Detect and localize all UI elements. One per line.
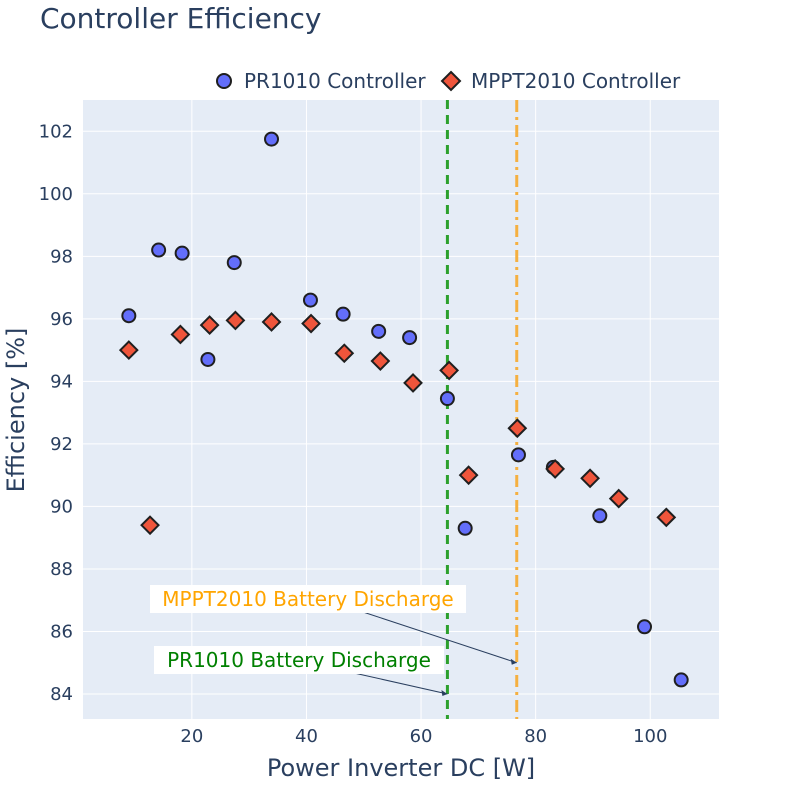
point-pr1010 (302, 292, 318, 308)
point-pr1010 (510, 447, 526, 463)
x-tick-label: 100 (633, 726, 667, 747)
point-pr1010 (200, 351, 216, 367)
point-mppt2010 (170, 324, 191, 345)
point-mppt2010 (580, 468, 600, 489)
arrow-head (441, 689, 448, 696)
point-pr1010 (264, 131, 280, 147)
plot-area (83, 100, 719, 719)
legend-marker-pr1010 (216, 73, 232, 89)
point-mppt2010 (301, 313, 321, 334)
x-axis-ticks: 20 40 60 80 100 (180, 726, 667, 747)
x-tick-label: 20 (180, 726, 203, 747)
point-mppt2010 (199, 315, 220, 336)
arrow-head (510, 658, 517, 665)
point-mppt2010 (439, 360, 460, 381)
x-tick-label: 80 (524, 726, 547, 747)
y-axis-ticks: 84 86 88 90 92 94 96 98 100 102 (39, 121, 73, 705)
point-mppt2010 (225, 310, 246, 331)
point-pr1010 (371, 323, 387, 339)
point-mppt2010 (608, 488, 629, 509)
y-tick-label: 88 (50, 559, 73, 580)
x-tick-label: 60 (410, 726, 433, 747)
annotations: PR1010 Battery Discharge MPPT2010 Battery… (150, 585, 517, 696)
y-tick-label: 94 (50, 371, 73, 392)
point-mppt2010 (458, 465, 479, 486)
point-pr1010 (673, 672, 689, 688)
annotation-label: MPPT2010 Battery Discharge (162, 587, 453, 611)
x-axis-label: Power Inverter DC [W] (267, 754, 535, 782)
y-tick-label: 86 (50, 621, 73, 642)
point-pr1010 (439, 391, 455, 407)
y-tick-label: 96 (50, 309, 73, 330)
grid-lines (83, 100, 719, 719)
point-mppt2010 (656, 507, 677, 528)
y-tick-label: 90 (50, 496, 73, 517)
point-pr1010 (174, 245, 190, 261)
point-mppt2010 (118, 340, 139, 361)
y-tick-label: 98 (50, 246, 73, 267)
point-mppt2010 (507, 418, 528, 439)
y-tick-label: 100 (39, 184, 73, 205)
point-mppt2010 (370, 351, 391, 371)
point-mppt2010 (261, 312, 282, 332)
point-pr1010 (335, 306, 351, 322)
point-pr1010 (402, 330, 418, 346)
y-tick-label: 102 (39, 121, 73, 142)
y-axis-label: Efficiency [%] (2, 328, 30, 493)
point-mppt2010 (545, 458, 566, 479)
point-pr1010 (637, 619, 653, 635)
legend[interactable]: PR1010 Controller MPPT2010 Controller (216, 69, 681, 93)
point-mppt2010 (334, 343, 355, 364)
annotation-label: PR1010 Battery Discharge (167, 648, 431, 672)
x-tick-label: 40 (295, 726, 318, 747)
legend-marker-mppt2010 (440, 70, 462, 92)
data-points (118, 131, 689, 688)
point-mppt2010 (140, 515, 160, 536)
legend-label[interactable]: PR1010 Controller (244, 69, 426, 93)
chart-title: Controller Efficiency (40, 2, 322, 35)
annotation-background (150, 585, 466, 613)
legend-label[interactable]: MPPT2010 Controller (471, 69, 681, 93)
point-pr1010 (457, 520, 473, 536)
y-tick-label: 92 (50, 434, 73, 455)
point-pr1010 (592, 508, 608, 524)
point-pr1010 (226, 255, 242, 271)
annotation-arrow (362, 611, 517, 664)
point-pr1010 (121, 308, 137, 324)
annotation-arrow (353, 672, 448, 695)
point-pr1010 (151, 242, 167, 258)
annotation-background (154, 646, 444, 674)
y-tick-label: 84 (50, 684, 73, 705)
point-mppt2010 (403, 373, 423, 393)
reference-lines (445, 100, 519, 719)
